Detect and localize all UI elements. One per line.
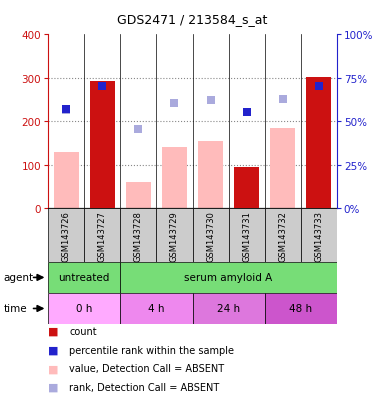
Text: percentile rank within the sample: percentile rank within the sample	[69, 345, 234, 355]
Bar	[120, 293, 192, 324]
Text: rank, Detection Call = ABSENT: rank, Detection Call = ABSENT	[69, 382, 219, 392]
Text: count: count	[69, 326, 97, 336]
Text: GSM143733: GSM143733	[314, 211, 323, 261]
Bar	[234, 167, 259, 209]
Text: GSM143731: GSM143731	[242, 211, 251, 261]
Bar	[229, 209, 265, 262]
Text: GSM143727: GSM143727	[98, 211, 107, 261]
Text: serum amyloid A: serum amyloid A	[184, 273, 273, 283]
Bar	[120, 209, 156, 262]
Bar	[192, 209, 229, 262]
Bar	[120, 262, 337, 293]
Bar	[48, 209, 84, 262]
Text: time: time	[4, 304, 27, 314]
Bar	[162, 148, 187, 209]
Bar	[198, 141, 223, 209]
Text: 24 h: 24 h	[217, 304, 240, 314]
Bar	[192, 293, 265, 324]
Bar	[48, 262, 120, 293]
Text: ■: ■	[48, 345, 59, 355]
Text: GDS2471 / 213584_s_at: GDS2471 / 213584_s_at	[117, 13, 268, 26]
Bar	[156, 209, 192, 262]
Bar	[90, 81, 115, 209]
Text: GSM143730: GSM143730	[206, 211, 215, 261]
Text: agent: agent	[4, 273, 34, 283]
Bar	[84, 209, 120, 262]
Text: GSM143732: GSM143732	[278, 211, 287, 261]
Bar	[306, 78, 331, 209]
Text: GSM143728: GSM143728	[134, 211, 143, 261]
Text: GSM143726: GSM143726	[62, 211, 71, 261]
Bar	[265, 209, 301, 262]
Bar	[270, 128, 295, 209]
Bar	[301, 209, 337, 262]
Bar	[265, 293, 337, 324]
Bar	[48, 293, 120, 324]
Text: untreated: untreated	[59, 273, 110, 283]
Text: ■: ■	[48, 326, 59, 336]
Bar	[126, 183, 151, 209]
Text: 4 h: 4 h	[148, 304, 165, 314]
Text: 48 h: 48 h	[289, 304, 312, 314]
Text: GSM143729: GSM143729	[170, 211, 179, 261]
Text: ■: ■	[48, 363, 59, 373]
Text: ■: ■	[48, 382, 59, 392]
Text: value, Detection Call = ABSENT: value, Detection Call = ABSENT	[69, 363, 224, 373]
Bar	[54, 152, 79, 209]
Text: 0 h: 0 h	[76, 304, 92, 314]
